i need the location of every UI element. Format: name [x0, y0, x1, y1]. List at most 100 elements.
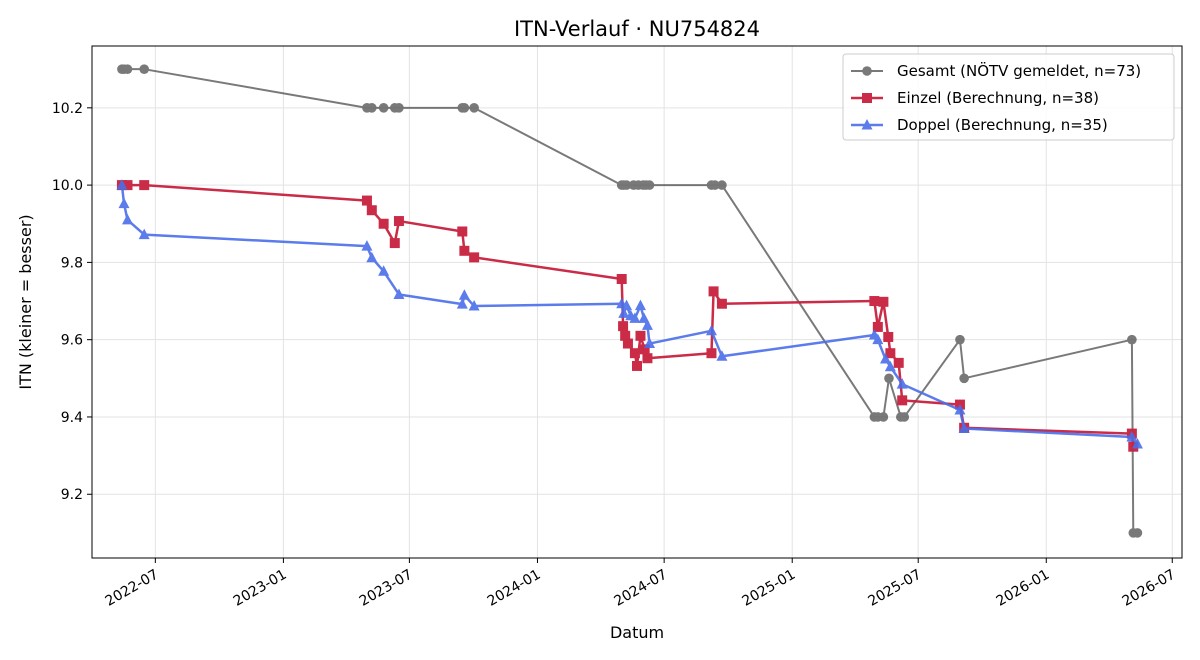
data-point [116, 179, 128, 190]
data-point [883, 331, 894, 342]
data-point [459, 245, 470, 256]
data-point [394, 103, 404, 113]
data-point [139, 64, 150, 74]
series-circle [117, 64, 1143, 538]
data-point [393, 216, 404, 227]
data-point [122, 64, 133, 74]
legend-box [842, 53, 1175, 141]
series-triangle [116, 179, 1143, 449]
data-point [896, 378, 908, 389]
data-point [378, 265, 390, 276]
data-point [629, 312, 641, 323]
data-point [642, 353, 653, 364]
x-axis-title: Datum [610, 623, 664, 642]
data-point [872, 321, 883, 332]
data-point [716, 350, 728, 361]
legend-key [851, 66, 883, 76]
plot-frame [91, 45, 1183, 559]
data-point [629, 348, 640, 359]
legend-marker [862, 93, 872, 103]
data-point [1127, 334, 1137, 345]
data-point [954, 404, 966, 415]
data-point [618, 307, 630, 318]
legend: Gesamt (NÖTV gemeldet, n=73) Einzel (Bere… [842, 53, 1175, 141]
data-point [708, 286, 719, 297]
legend-label: Doppel (Berechnung, n=35) [897, 116, 1108, 134]
data-point [122, 180, 133, 191]
data-point [872, 333, 884, 345]
data-point [878, 296, 889, 307]
data-point [716, 298, 727, 309]
data-point [618, 321, 629, 332]
data-point [366, 205, 377, 216]
plot-series [116, 64, 1143, 538]
data-point [621, 180, 632, 190]
y-axis: 9.2 9.4 9.6 9.8 10.0 10.2 [52, 101, 92, 503]
data-point [641, 319, 653, 330]
data-point [1131, 438, 1143, 449]
y-axis-title: ITN (kleiner = besser) [16, 214, 35, 389]
legend-key [851, 93, 883, 103]
data-point [378, 103, 389, 113]
data-point [644, 337, 656, 349]
data-point [366, 251, 378, 263]
data-point [620, 330, 631, 341]
data-point [885, 348, 896, 359]
data-point [638, 312, 650, 323]
data-point [616, 274, 627, 285]
data-point [378, 218, 389, 229]
y-tick-label: 10.2 [52, 101, 83, 117]
data-point [869, 296, 880, 307]
legend-key [851, 119, 883, 130]
data-point [884, 373, 894, 384]
data-point [955, 334, 965, 345]
y-tick-label: 9.4 [61, 410, 83, 426]
data-point [884, 360, 896, 372]
data-point [706, 348, 717, 359]
data-point [959, 373, 969, 384]
data-point [469, 103, 479, 113]
data-point [710, 180, 720, 190]
data-point [644, 180, 655, 190]
data-point [361, 240, 373, 251]
legend-marker [861, 119, 873, 130]
legend-label: Einzel (Berechnung, n=38) [897, 89, 1099, 107]
data-point [361, 195, 372, 206]
y-tick-label: 9.2 [61, 487, 83, 503]
data-point [635, 330, 646, 341]
y-tick-label: 10.0 [52, 178, 83, 194]
data-point [367, 103, 377, 113]
data-point [459, 103, 470, 113]
data-point [879, 352, 891, 364]
data-point [456, 298, 468, 309]
y-tick-label: 9.8 [61, 255, 83, 271]
data-point [632, 360, 642, 371]
data-point [469, 252, 480, 263]
data-point [468, 300, 480, 311]
y-tick-label: 9.6 [61, 333, 83, 349]
data-point [705, 324, 717, 336]
data-point [138, 228, 150, 240]
data-point [878, 412, 889, 422]
data-point [893, 357, 904, 368]
data-point [139, 180, 150, 191]
data-point [389, 238, 400, 249]
data-point [634, 299, 646, 311]
data-point [393, 288, 405, 299]
data-point [622, 338, 633, 349]
data-point [1126, 431, 1138, 442]
legend-label: Gesamt (NÖTV gemeldet, n=73) [897, 61, 1141, 80]
data-point [639, 344, 650, 355]
data-point [717, 180, 727, 190]
data-point [899, 412, 910, 422]
data-point [621, 299, 633, 311]
data-point [1132, 528, 1143, 538]
data-point [897, 395, 908, 406]
data-point [457, 226, 468, 237]
data-point [958, 422, 970, 434]
legend-marker [862, 66, 872, 76]
chart-title: ITN-Verlauf · NU754824 [514, 17, 760, 41]
data-point [458, 289, 470, 300]
data-point [121, 213, 133, 225]
